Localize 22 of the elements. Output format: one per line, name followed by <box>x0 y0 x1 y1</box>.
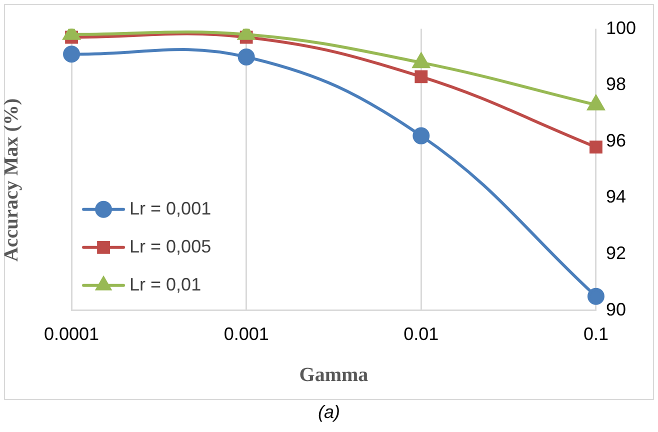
y-tick-label: 92 <box>606 243 626 264</box>
point <box>587 288 604 305</box>
y-tick-label: 90 <box>606 299 626 320</box>
x-tick-label: 0.001 <box>224 324 269 344</box>
legend-label: Lr = 0,01 <box>130 274 202 294</box>
legend-label: Lr = 0,001 <box>130 198 212 218</box>
x-tick-label: 0.01 <box>404 324 439 344</box>
y-axis-title: Accuracy Max (%) <box>0 98 24 262</box>
x-tick-label: 0.1 <box>583 324 608 344</box>
point <box>590 140 602 154</box>
point <box>414 70 428 84</box>
point <box>63 46 80 63</box>
text: (a) <box>317 402 341 423</box>
legend-label: Lr = 0,005 <box>130 236 212 256</box>
x-tick-label: 0.0001 <box>44 324 100 344</box>
y-tick-label: 98 <box>606 74 626 94</box>
point <box>412 127 430 144</box>
point <box>238 48 255 66</box>
y-tick-label: 100 <box>606 18 636 38</box>
y-tick-label: 94 <box>606 186 626 207</box>
x-axis-title: Gamma <box>299 364 368 386</box>
y-tick-label: 96 <box>606 130 626 150</box>
